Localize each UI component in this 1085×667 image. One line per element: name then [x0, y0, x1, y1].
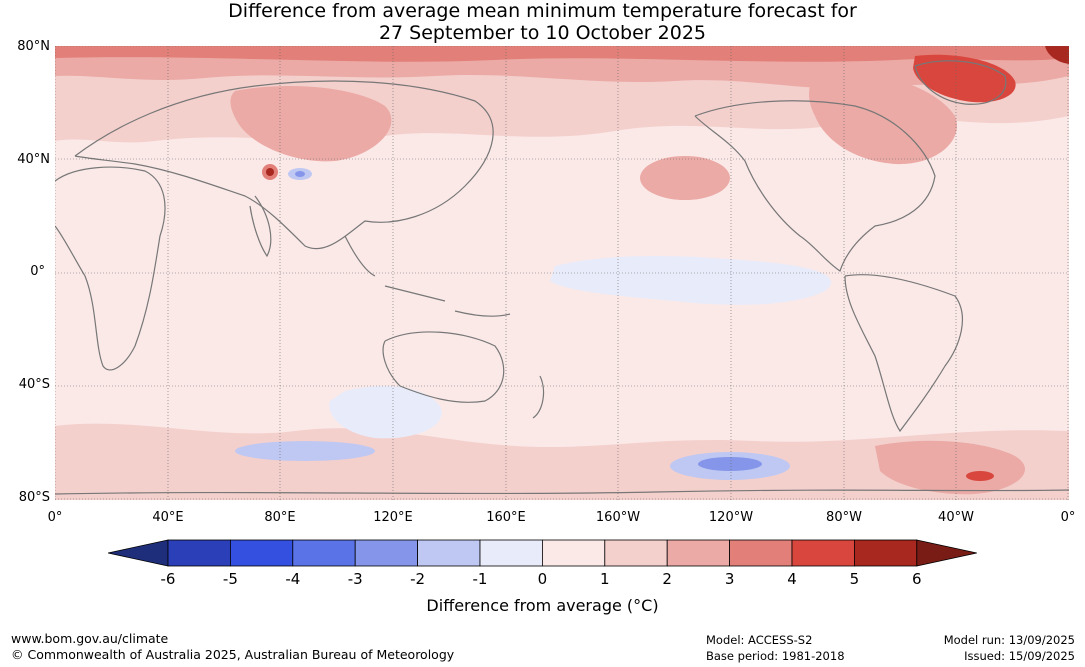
- map-svg: [55, 46, 1069, 500]
- lat-label-40n: 40°N: [17, 152, 50, 167]
- colorbar-segment: [666, 539, 731, 567]
- colorbar-tick-label: 1: [600, 570, 610, 588]
- colorbar-segment: [604, 539, 668, 567]
- anomaly-arctic-max: [1045, 46, 1069, 64]
- colorbar-segment: [230, 539, 294, 567]
- colorbar-segment: [417, 539, 481, 567]
- colorbar-extend-high: [916, 539, 977, 567]
- anomaly-eurasia-warm: [230, 86, 392, 162]
- colorbar-extend-low: [107, 539, 169, 567]
- coast-south-america: [844, 274, 963, 433]
- anomaly-equatorial-cool: [550, 256, 832, 305]
- lon-label-160e: 160°E: [486, 510, 526, 525]
- colorbar-svg: -6 -5 -4 -3 -2 -1 0 1 2 3 4 5 6: [107, 539, 977, 588]
- anomaly-north-pacific-warm: [640, 156, 730, 200]
- lat-label-40s: 40°S: [18, 377, 50, 392]
- colorbar-tick-label: -4: [285, 570, 300, 588]
- lon-label-0-end: 0°: [1060, 510, 1076, 525]
- graticule: [55, 46, 1069, 500]
- colorbar-tick-label: 6: [912, 570, 922, 588]
- coast-antarctica: [55, 489, 1069, 495]
- footer-model-run: Model run: 13/09/2025: [943, 633, 1075, 647]
- colorbar-segment: [541, 539, 606, 567]
- footer-dates: Model run: 13/09/2025 Issued: 15/09/2025: [944, 632, 1075, 664]
- anomaly-hotspot-core: [266, 168, 274, 176]
- footer-issued: Issued: 15/09/2025: [964, 649, 1075, 663]
- lon-label-80e: 80°E: [264, 510, 296, 525]
- coast-north-america: [694, 100, 936, 272]
- colorbar-tick-label: -5: [223, 570, 238, 588]
- colorbar-tick-label: 0: [538, 570, 548, 588]
- coast-africa: [55, 166, 166, 371]
- colorbar-tick-label: 3: [725, 570, 735, 588]
- anomaly-greenland-strong: [913, 54, 1016, 103]
- footer-model-info: Model: ACCESS-S2 Base period: 1981-2018: [706, 632, 845, 664]
- coastlines: [55, 60, 1069, 495]
- coast-australia: [382, 331, 505, 403]
- footer-model: Model: ACCESS-S2: [706, 633, 813, 647]
- anomaly-cool-spot-core: [295, 171, 305, 177]
- anomaly-north-america-warm: [809, 73, 957, 165]
- colorbar-label: Difference from average (°C): [426, 596, 659, 615]
- colorbar-segment: [479, 539, 543, 567]
- title-line-2: 27 September to 10 October 2025: [378, 22, 707, 44]
- footer-copyright: © Commonwealth of Australia 2025, Austra…: [11, 647, 455, 662]
- map-title: Difference from average mean minimum tem…: [0, 0, 1085, 44]
- colorbar-tick-label: 2: [662, 570, 672, 588]
- lon-label-120e: 120°E: [373, 510, 413, 525]
- lon-label-160w: 160°W: [595, 510, 641, 525]
- lon-label-40w: 40°W: [938, 510, 974, 525]
- anomaly-southern-ocean-cool-core: [698, 457, 762, 471]
- title-line-1: Difference from average mean minimum tem…: [228, 0, 857, 22]
- colorbar-segment: [292, 539, 356, 567]
- footer-url: www.bom.gov.au/climate: [11, 631, 169, 646]
- coast-greenland: [914, 60, 1007, 105]
- colorbar-segment: [729, 539, 793, 567]
- lon-label-80w: 80°W: [826, 510, 862, 525]
- lon-label-120w: 120°W: [708, 510, 754, 525]
- colorbar-segment: [167, 539, 231, 567]
- forecast-map: [55, 46, 1069, 500]
- coast-eurasia: [74, 80, 494, 250]
- colorbar-segment: [791, 539, 855, 567]
- lon-label-40e: 40°E: [152, 510, 184, 525]
- anomaly-arctic-strong: [55, 46, 1069, 62]
- colorbar-tick-label: -6: [161, 570, 176, 588]
- lat-label-80s: 80°S: [18, 490, 50, 505]
- colorbar-segment: [854, 539, 918, 567]
- anomaly-indian-ocean-slight-cool: [329, 386, 442, 439]
- anomaly-south-atlantic-strong: [966, 471, 994, 481]
- anomaly-south-atlantic-warm: [875, 440, 1026, 495]
- colorbar-tick-label: 4: [787, 570, 797, 588]
- colorbar-tick-label: -2: [410, 570, 425, 588]
- footer-base-period: Base period: 1981-2018: [706, 649, 845, 663]
- colorbar-tick-label: 5: [850, 570, 860, 588]
- lat-label-equator: 0°: [30, 264, 45, 279]
- footer-left: www.bom.gov.au/climate © Commonwealth of…: [11, 631, 454, 663]
- coast-india: [249, 195, 272, 258]
- colorbar: -6 -5 -4 -3 -2 -1 0 1 2 3 4 5 6: [107, 538, 978, 594]
- coast-new-zealand: [532, 375, 545, 419]
- anomaly-indian-ocean-cool: [235, 441, 375, 461]
- colorbar-tick-label: -3: [348, 570, 363, 588]
- coast-indonesia: [344, 235, 511, 317]
- colorbar-segment: [354, 539, 418, 567]
- colorbar-tick-label: -1: [473, 570, 488, 588]
- lat-label-80n: 80°N: [17, 39, 50, 54]
- lon-label-0: 0°: [47, 510, 63, 525]
